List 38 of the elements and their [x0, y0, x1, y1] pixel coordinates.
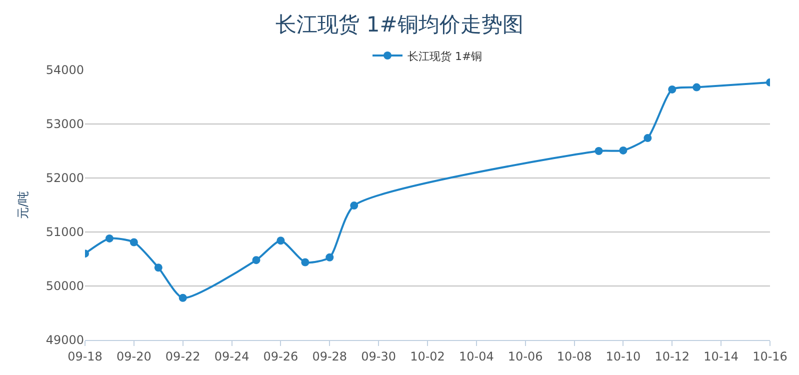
x-tick-label: 09-20 [116, 349, 152, 364]
x-tick-label: 10-12 [654, 349, 690, 364]
x-tick-label: 09-18 [68, 349, 102, 364]
point [154, 264, 162, 272]
y-tick-label: 54000 [46, 63, 84, 78]
x-tick-label: 10-04 [458, 349, 494, 364]
point [130, 238, 138, 246]
x-tick-label: 09-28 [312, 349, 348, 364]
x-tick-label: 09-22 [165, 349, 200, 364]
x-tick-label: 10-08 [556, 349, 592, 364]
x-tick-label: 09-26 [263, 349, 298, 364]
y-axis-title: 元/吨 [16, 190, 30, 220]
x-tick-label: 10-02 [410, 349, 445, 364]
point [252, 256, 260, 264]
x-tick-label: 10-10 [606, 349, 641, 364]
y-tick-label: 50000 [46, 279, 84, 294]
point [619, 146, 628, 154]
point [594, 147, 603, 155]
y-tick-label: 49000 [46, 333, 84, 348]
point [668, 85, 676, 94]
point [301, 258, 310, 266]
x-tick-label: 10-14 [704, 349, 739, 364]
point [326, 253, 334, 262]
point [276, 236, 285, 245]
point [350, 202, 358, 210]
point [105, 234, 114, 242]
y-tick-label: 52000 [46, 171, 84, 186]
chart-title: 长江现货 1#铜均价走势图 [276, 12, 524, 37]
x-tick-label: 10-16 [752, 349, 788, 364]
x-tick-label: 09-24 [214, 349, 250, 364]
legend-label: 长江现货 1#铜 [408, 50, 482, 63]
y-tick-label: 53000 [46, 117, 84, 132]
point [178, 294, 187, 302]
point [644, 134, 652, 142]
y-tick-label: 51000 [46, 225, 84, 240]
x-tick-label: 10-06 [508, 349, 543, 364]
x-tick-label: 09-30 [361, 349, 396, 364]
point [692, 83, 701, 92]
